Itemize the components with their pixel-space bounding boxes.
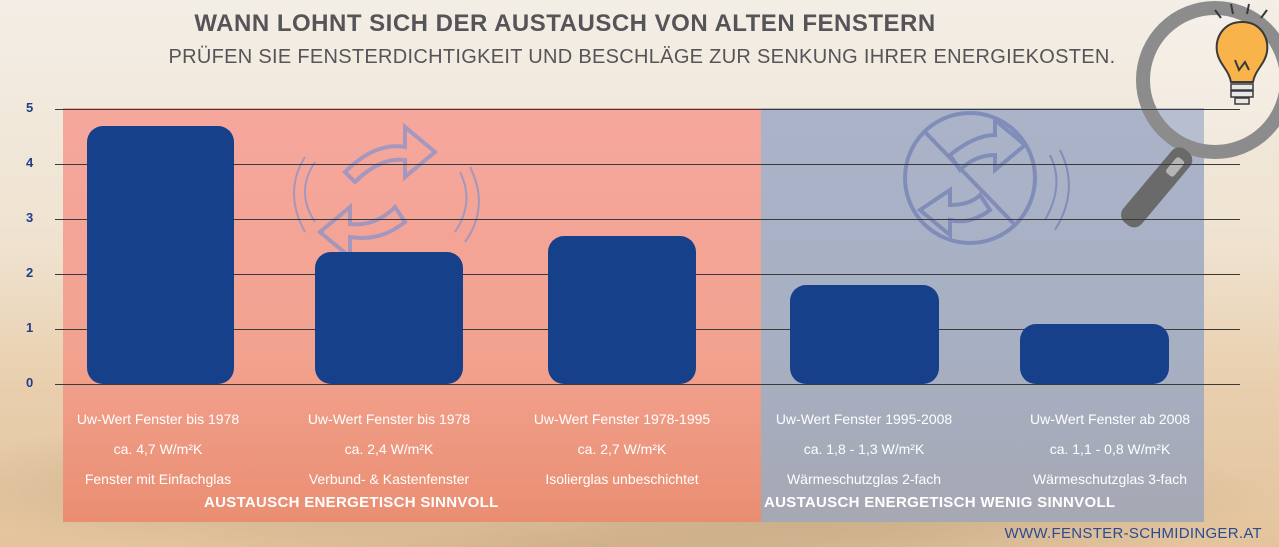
chart-subtitle: PRÜFEN SIE FENSTERDICHTIGKEIT UND BESCHL…: [168, 46, 1116, 68]
y-tick-label: 1: [26, 320, 34, 335]
region-worthwhile-label: AUSTAUSCH ENERGETISCH SINNVOLL: [204, 494, 499, 511]
category-label-line: Fenster mit Einfachglas: [84, 471, 232, 487]
y-tick-label: 3: [26, 210, 34, 225]
region-not-worthwhile-label: AUSTAUSCH ENERGETISCH WENIG SINNVOLL: [764, 494, 1116, 511]
category-label-line: Uw-Wert Fenster ab 2008: [1029, 411, 1191, 427]
category-label-line: ca. 2,4 W/m²K: [344, 441, 434, 457]
category-label-line: Uw-Wert Fenster 1995-2008: [775, 411, 953, 427]
y-tick-label: 4: [26, 155, 34, 170]
category-label: Uw-Wert Fenster 1978-1995 ca. 2,7 W/m²K Is…: [507, 404, 737, 494]
gridline: [55, 219, 1240, 220]
category-label-line: Wärmeschutzglas 2-fach: [786, 471, 942, 487]
category-label-line: Isolierglas unbeschichtet: [545, 471, 699, 487]
chart-title: WANN LOHNT SICH DER AUSTAUSCH VON ALTEN …: [194, 10, 936, 37]
gridline: [55, 164, 1240, 165]
bar: [790, 285, 939, 384]
bar: [548, 236, 696, 384]
gridline: [55, 384, 1240, 385]
website-url[interactable]: WWW.FENSTER-SCHMIDINGER.AT: [1004, 525, 1262, 542]
no-exchange-icon: [903, 111, 1070, 245]
category-label-line: Uw-Wert Fenster 1978-1995: [533, 411, 711, 427]
category-label-line: Uw-Wert Fenster bis 1978: [76, 411, 240, 427]
category-label: Uw-Wert Fenster 1995-2008 ca. 1,8 - 1,3 W…: [749, 404, 979, 494]
lightbulb-icon: [1214, 3, 1269, 105]
gridline: [55, 109, 1240, 110]
bar: [87, 126, 234, 384]
bar: [315, 252, 463, 384]
recycle-arrows-icon: [293, 122, 480, 262]
category-label-line: ca. 1,1 - 0,8 W/m²K: [1049, 441, 1171, 457]
category-label-line: ca. 1,8 - 1,3 W/m²K: [803, 441, 925, 457]
y-tick-label: 0: [26, 375, 34, 390]
y-tick-label: 5: [26, 100, 34, 115]
bar: [1020, 324, 1169, 384]
y-tick-label: 2: [26, 265, 34, 280]
category-label: Uw-Wert Fenster bis 1978 ca. 4,7 W/m²K Fen…: [43, 404, 273, 494]
category-label-line: Verbund- & Kastenfenster: [308, 471, 470, 487]
category-label: Uw-Wert Fenster bis 1978 ca. 2,4 W/m²K Ver…: [274, 404, 504, 494]
category-label-line: Uw-Wert Fenster bis 1978: [307, 411, 471, 427]
category-label-line: ca. 2,7 W/m²K: [577, 441, 667, 457]
category-label: Uw-Wert Fenster ab 2008 ca. 1,1 - 0,8 W/m…: [995, 404, 1225, 494]
category-label-line: Wärmeschutzglas 3-fach: [1032, 471, 1188, 487]
category-label-line: ca. 4,7 W/m²K: [113, 441, 203, 457]
